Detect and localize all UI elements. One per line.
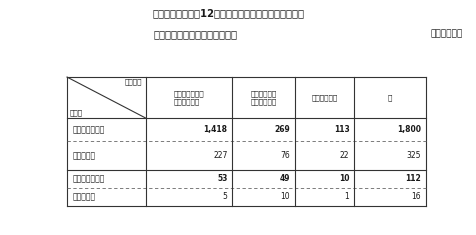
Text: 項　目: 項 目 xyxy=(70,110,83,116)
Text: うち女性数: うち女性数 xyxy=(72,151,96,160)
Text: 10: 10 xyxy=(280,192,290,201)
Text: 53: 53 xyxy=(217,174,227,183)
Text: （単位：人）: （単位：人） xyxy=(429,29,462,38)
Text: 227: 227 xyxy=(213,151,227,160)
Text: 16: 16 xyxy=(411,192,420,201)
Text: 合　格　者　数: 合 格 者 数 xyxy=(72,174,105,183)
Text: 海洋科学課程: 海洋科学課程 xyxy=(310,94,337,101)
Text: 49: 49 xyxy=(279,174,290,183)
Text: 区分試験別申込者数・合格者数: 区分試験別申込者数・合格者数 xyxy=(153,29,237,39)
Text: 10: 10 xyxy=(338,174,349,183)
Text: 区分試験: 区分試験 xyxy=(124,79,142,86)
Text: 情報システム
課　　　　程: 情報システム 課 程 xyxy=(250,90,276,105)
Text: 1,800: 1,800 xyxy=(397,125,420,134)
Text: 112: 112 xyxy=(405,174,420,183)
Text: 113: 113 xyxy=(333,125,349,134)
Text: 1: 1 xyxy=(344,192,349,201)
Text: 22: 22 xyxy=(339,151,349,160)
Text: 1,418: 1,418 xyxy=(203,125,227,134)
Text: うち女性数: うち女性数 xyxy=(72,192,96,201)
Text: 325: 325 xyxy=(406,151,420,160)
Text: 船　舶　運　航
システム課程: 船 舶 運 航 システム課程 xyxy=(173,90,204,105)
Text: 計: 計 xyxy=(387,94,391,101)
Text: 資料１－９　平成12年度海上保安学校学生採用試験の: 資料１－９ 平成12年度海上保安学校学生採用試験の xyxy=(153,8,304,18)
Text: 5: 5 xyxy=(222,192,227,201)
Text: 76: 76 xyxy=(280,151,290,160)
Text: 269: 269 xyxy=(274,125,290,134)
Text: 申　込　者　数: 申 込 者 数 xyxy=(72,125,105,134)
